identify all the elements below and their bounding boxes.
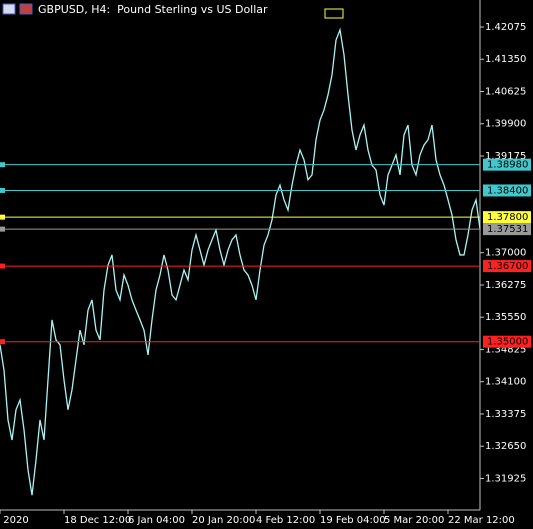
icon-flag [19,3,33,15]
y-tick-label: 1.37000 [485,248,526,259]
x-tick-label: 22 Mar 12:00 [448,515,515,526]
level-label-box [483,211,531,224]
level-label-box [483,223,531,236]
y-tick-label: 1.39900 [485,119,526,130]
x-tick-label: 6 Jan 04:00 [128,515,185,526]
y-tick-label: 1.34100 [485,377,526,388]
x-tick-label: 18 Dec 12:00 [64,515,131,526]
level-handle [0,226,5,232]
y-tick-label: 1.35550 [485,312,526,323]
y-tick-label: 1.34825 [485,344,526,355]
level-handle [0,263,5,269]
level-handle [0,187,5,193]
y-tick-label: 1.36275 [485,280,526,291]
level-label: 1.35000 [487,337,528,348]
icon-flag [2,3,16,15]
y-tick-label: 1.39175 [485,151,526,162]
y-tick-label: 1.40625 [485,86,526,97]
marker [324,8,344,19]
y-tick-label: 1.33375 [485,409,526,420]
x-tick-label: 8 Dec 2020 [0,515,29,526]
y-tick-label: 1.32650 [485,441,526,452]
x-tick-label: 20 Jan 20:00 [192,515,255,526]
y-tick-label: 1.42075 [485,22,526,33]
level-handle [0,339,5,345]
x-tick-label: 19 Feb 04:00 [320,515,386,526]
level-label: 1.38980 [487,160,528,171]
level-label: 1.37800 [487,212,528,223]
level-label-box [483,335,531,348]
level-handle [0,162,5,168]
level-handle [0,214,5,220]
level-label-box [483,260,531,273]
level-label-box [483,158,531,171]
price-line [0,27,481,496]
x-tick-label: 5 Mar 20:00 [384,515,444,526]
level-label: 1.38400 [487,185,528,196]
level-label-box [483,184,531,197]
chart-title: GBPUSD, H4: Pound Sterling vs US Dollar [38,3,268,16]
level-label: 1.37531 [487,224,528,235]
y-tick-label: 1.41350 [485,54,526,65]
x-tick-label: 4 Feb 12:00 [256,515,315,526]
y-tick-label: 1.31925 [485,473,526,484]
level-label: 1.36700 [487,261,528,272]
